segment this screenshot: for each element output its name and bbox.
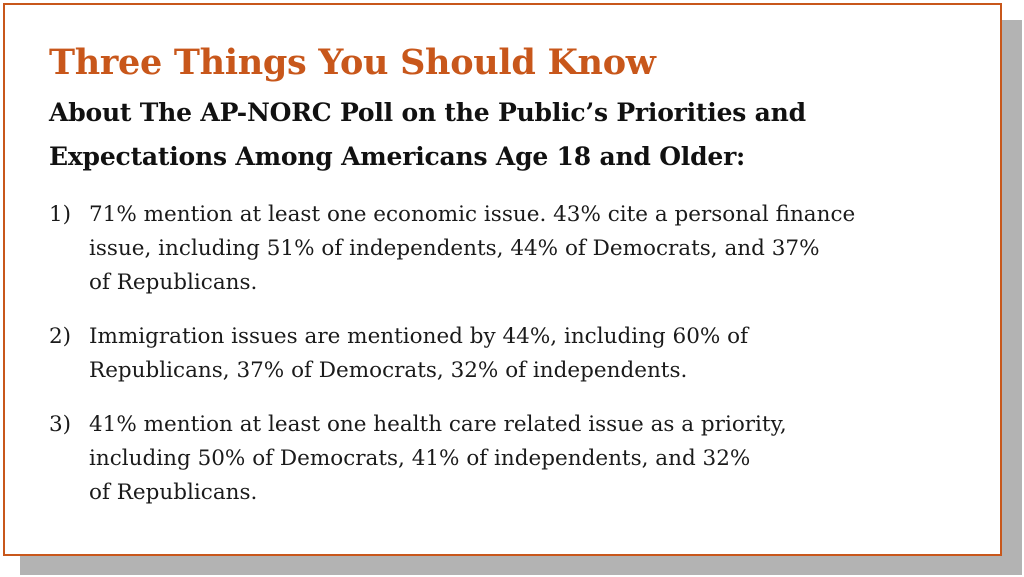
item-number: 1) xyxy=(49,202,72,227)
item-number: 2) xyxy=(49,324,72,349)
card-title: Three Things You Should Know xyxy=(49,42,656,83)
item-text-line: Republicans, 37% of Democrats, 32% of in… xyxy=(89,358,688,383)
info-card: Three Things You Should Know About The A… xyxy=(3,3,1002,556)
list-item: 3) 41% mention at least one health care … xyxy=(49,408,989,510)
item-text-line: of Republicans. xyxy=(89,270,258,295)
subtitle-line: Expectations Among Americans Age 18 and … xyxy=(49,142,746,171)
card-subtitle: About The AP-NORC Poll on the Public’s P… xyxy=(49,91,949,179)
item-text-line: 71% mention at least one economic issue.… xyxy=(89,202,856,227)
subtitle-line: About The AP-NORC Poll on the Public’s P… xyxy=(49,98,806,127)
item-text-line: of Republicans. xyxy=(89,480,258,505)
key-findings-list: 1) 71% mention at least one economic iss… xyxy=(49,198,989,510)
item-number: 3) xyxy=(49,412,72,437)
item-text-line: including 50% of Democrats, 41% of indep… xyxy=(89,446,751,471)
item-text-line: issue, including 51% of independents, 44… xyxy=(89,236,820,261)
list-item: 2) Immigration issues are mentioned by 4… xyxy=(49,320,989,388)
item-text-line: Immigration issues are mentioned by 44%,… xyxy=(89,324,749,349)
item-text-line: 41% mention at least one health care rel… xyxy=(89,412,787,437)
list-item: 1) 71% mention at least one economic iss… xyxy=(49,198,989,300)
